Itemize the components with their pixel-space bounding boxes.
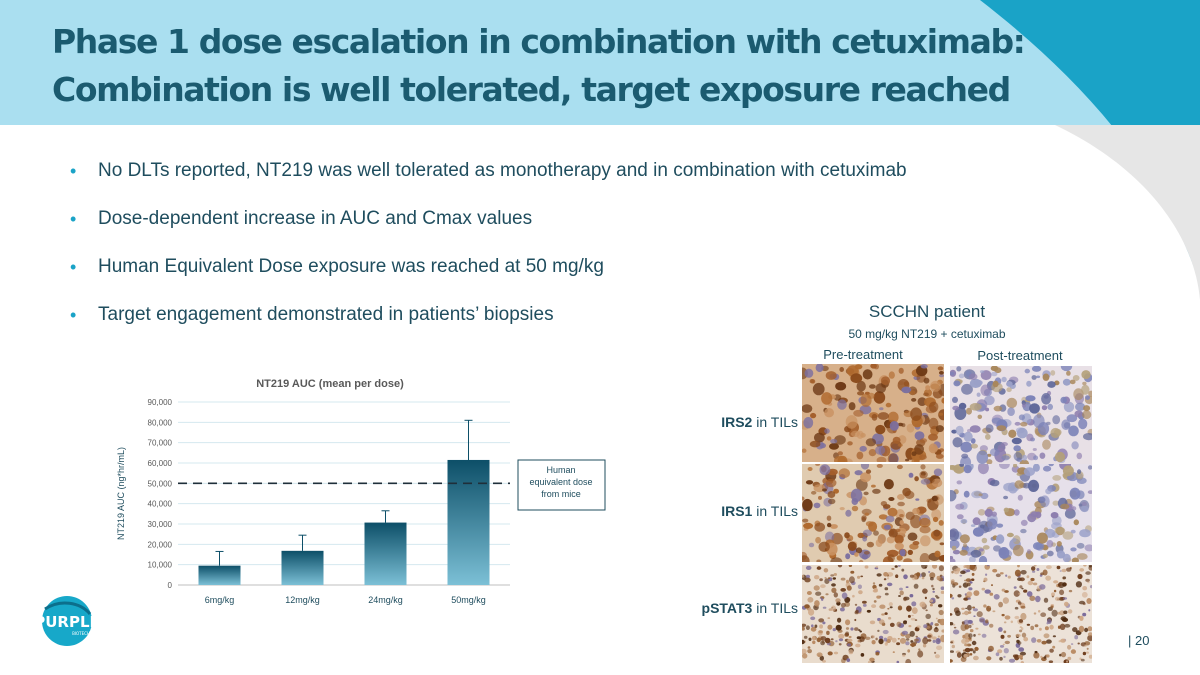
column-label-post: Post-treatment	[977, 348, 1063, 363]
y-tick-label: 0	[168, 581, 173, 590]
bullet-item: • Human Equivalent Dose exposure was reac…	[70, 251, 1030, 299]
y-tick-label: 50,000	[148, 479, 173, 488]
bullet-item: • Dose-dependent increase in AUC and Cmax…	[70, 203, 1030, 251]
y-tick-label: 20,000	[148, 540, 173, 549]
auc-bar-chart: NT219 AUC (mean per dose) 0 10,000 20,000 30…	[116, 378, 606, 605]
histology-image-pstat3-pre	[802, 565, 944, 663]
marker-suffix: in TILs	[752, 600, 798, 616]
marker-name: IRS1	[721, 503, 753, 519]
marker-name: IRS2	[721, 414, 753, 430]
bar	[364, 522, 407, 585]
marker-suffix: in TILs	[752, 414, 798, 430]
logo-subtext: BIOTECH	[72, 631, 90, 636]
histology-image-irs2-pre	[802, 364, 944, 462]
slide-title-line-2: Combination is well tolerated, target ex…	[52, 70, 1011, 109]
bullet-dot-icon: •	[70, 257, 77, 277]
histology-image-irs1-post	[950, 464, 1092, 562]
bullet-text: Target engagement demonstrated in patien…	[98, 304, 554, 325]
x-tick-label: 50mg/kg	[451, 595, 486, 605]
row-label-irs1: IRS1 in TILs	[640, 503, 798, 519]
chart-title: NT219 AUC (mean per dose)	[256, 378, 404, 390]
histology-image-irs1-pre	[802, 464, 944, 562]
bullet-item: • No DLTs reported, NT219 was well tolera…	[70, 155, 1030, 203]
x-tick-label: 6mg/kg	[205, 595, 235, 605]
slide-title-line-1: Phase 1 dose escalation in combination w…	[52, 22, 1026, 61]
bullet-text: Human Equivalent Dose exposure was reach…	[98, 256, 604, 277]
y-axis-label: NT219 AUC (ng*hr/mL)	[116, 447, 126, 540]
y-tick-label: 80,000	[148, 418, 173, 427]
page-number: | 20	[1128, 633, 1150, 648]
bullet-dot-icon: •	[70, 209, 77, 229]
logo-text: PURPLE	[34, 613, 100, 631]
histology-texture	[802, 565, 944, 663]
bar	[281, 550, 324, 585]
bullet-dot-icon: •	[70, 305, 77, 325]
biopsy-panel-title: SCCHN patient	[868, 302, 986, 321]
marker-suffix: in TILs	[752, 503, 798, 519]
bar	[198, 565, 241, 585]
y-tick-label: 90,000	[148, 398, 173, 407]
y-tick-label: 70,000	[148, 439, 173, 448]
histology-texture	[802, 464, 944, 562]
y-tick-label: 30,000	[148, 520, 173, 529]
annotation-text: from mice	[541, 489, 581, 499]
purple-biotech-logo: PURPLE BIOTECH	[34, 596, 100, 646]
x-tick-label: 12mg/kg	[285, 595, 320, 605]
histology-image-irs2-post	[950, 366, 1092, 464]
histology-image-pstat3-post	[950, 565, 1092, 663]
row-label-pstat3: pSTAT3 in TILs	[640, 600, 798, 616]
y-tick-label: 40,000	[148, 500, 173, 509]
y-tick-label: 10,000	[148, 561, 173, 570]
annotation-text: Human	[546, 465, 575, 475]
histology-texture	[802, 364, 944, 462]
bar	[447, 459, 490, 585]
bullet-text: No DLTs reported, NT219 was well tolerat…	[98, 160, 907, 181]
column-label-pre: Pre-treatment	[823, 347, 903, 362]
annotation-box	[517, 459, 606, 511]
x-tick-label: 24mg/kg	[368, 595, 403, 605]
bullet-item: • Target engagement demonstrated in patie…	[70, 299, 1030, 347]
histology-texture	[950, 366, 1092, 464]
bullet-list: • No DLTs reported, NT219 was well tolera…	[70, 155, 1030, 347]
y-tick-label: 60,000	[148, 459, 173, 468]
histology-texture	[950, 464, 1092, 562]
marker-name: pSTAT3	[701, 600, 753, 616]
bullet-text: Dose-dependent increase in AUC and Cmax …	[98, 208, 533, 229]
histology-texture	[950, 565, 1092, 663]
row-label-irs2: IRS2 in TILs	[640, 414, 798, 430]
biopsy-panel-subtitle: 50 mg/kg NT219 + cetuximab	[848, 327, 1006, 341]
bullet-dot-icon: •	[70, 161, 77, 181]
annotation-text: equivalent dose	[529, 477, 592, 487]
